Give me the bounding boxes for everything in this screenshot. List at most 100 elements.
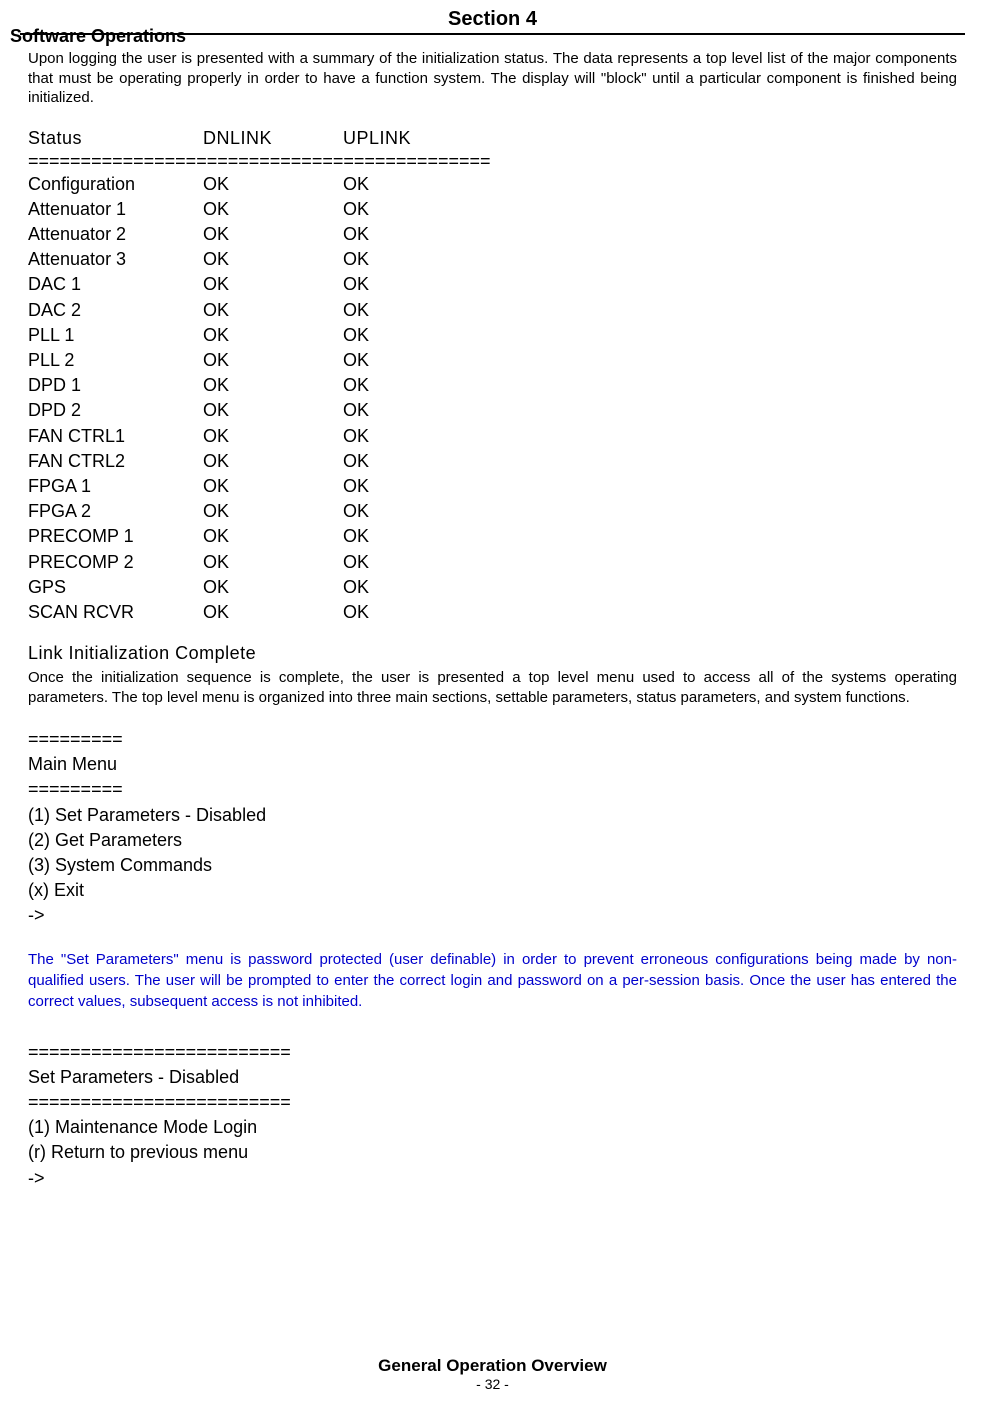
status-cell-name: GPS <box>28 575 203 600</box>
status-row: FPGA 1OKOK <box>28 474 957 499</box>
status-row: GPSOKOK <box>28 575 957 600</box>
set-params-menu-block: ========================= Set Parameters… <box>20 1040 965 1191</box>
status-table: Status DNLINK UPLINK ===================… <box>20 126 965 626</box>
status-row: DPD 1OKOK <box>28 373 957 398</box>
status-cell-uplink: OK <box>343 272 443 297</box>
status-cell-name: FAN CTRL2 <box>28 449 203 474</box>
status-cell-name: FPGA 1 <box>28 474 203 499</box>
status-cell-uplink: OK <box>343 172 443 197</box>
footer-title: General Operation Overview <box>0 1356 985 1376</box>
status-cell-uplink: OK <box>343 398 443 423</box>
status-cell-uplink: OK <box>343 524 443 549</box>
status-cell-dnlink: OK <box>203 524 343 549</box>
set-params-menu-item: (1) Maintenance Mode Login <box>28 1115 957 1140</box>
status-cell-dnlink: OK <box>203 550 343 575</box>
set-params-items: (1) Maintenance Mode Login(r) Return to … <box>28 1115 957 1191</box>
status-cell-dnlink: OK <box>203 398 343 423</box>
link-init-complete: Link Initialization Complete <box>20 643 965 664</box>
status-cell-uplink: OK <box>343 424 443 449</box>
status-row: DPD 2OKOK <box>28 398 957 423</box>
status-cell-name: PLL 1 <box>28 323 203 348</box>
status-cell-uplink: OK <box>343 247 443 272</box>
status-cell-uplink: OK <box>343 373 443 398</box>
status-cell-dnlink: OK <box>203 373 343 398</box>
status-cell-dnlink: OK <box>203 424 343 449</box>
status-cell-name: Configuration <box>28 172 203 197</box>
status-row: SCAN RCVROKOK <box>28 600 957 625</box>
status-cell-dnlink: OK <box>203 172 343 197</box>
status-cell-dnlink: OK <box>203 197 343 222</box>
set-params-divider-top: ========================= <box>28 1040 957 1065</box>
subsection-title: Software Operations <box>10 26 186 47</box>
status-cell-name: Attenuator 3 <box>28 247 203 272</box>
status-cell-name: FAN CTRL1 <box>28 424 203 449</box>
status-row: DAC 1OKOK <box>28 272 957 297</box>
intro-paragraph: Upon logging the user is presented with … <box>20 49 965 108</box>
set-params-menu-item: (r) Return to previous menu <box>28 1140 957 1165</box>
main-menu-item: -> <box>28 903 957 928</box>
set-params-title: Set Parameters - Disabled <box>28 1065 957 1090</box>
status-cell-uplink: OK <box>343 449 443 474</box>
status-cell-name: SCAN RCVR <box>28 600 203 625</box>
status-row: PRECOMP 1OKOK <box>28 524 957 549</box>
status-cell-dnlink: OK <box>203 449 343 474</box>
status-cell-name: PRECOMP 2 <box>28 550 203 575</box>
status-table-header: Status DNLINK UPLINK <box>28 126 957 151</box>
status-row: Attenuator 1OKOK <box>28 197 957 222</box>
status-row: DAC 2OKOK <box>28 298 957 323</box>
main-menu-divider-bottom: ========= <box>28 777 957 802</box>
status-cell-dnlink: OK <box>203 575 343 600</box>
footer-page-number: - 32 - <box>0 1376 985 1392</box>
status-cell-dnlink: OK <box>203 222 343 247</box>
main-menu-item: (3) System Commands <box>28 853 957 878</box>
status-header-uplink: UPLINK <box>343 126 443 151</box>
status-cell-name: DPD 1 <box>28 373 203 398</box>
status-row: FPGA 2OKOK <box>28 499 957 524</box>
status-header-status: Status <box>28 126 203 151</box>
status-row: PRECOMP 2OKOK <box>28 550 957 575</box>
set-params-menu-item: -> <box>28 1166 957 1191</box>
status-cell-uplink: OK <box>343 575 443 600</box>
status-row: Attenuator 3OKOK <box>28 247 957 272</box>
main-menu-block: ========= Main Menu ========= (1) Set Pa… <box>20 727 965 929</box>
status-row: FAN CTRL2OKOK <box>28 449 957 474</box>
status-cell-dnlink: OK <box>203 474 343 499</box>
status-cell-dnlink: OK <box>203 600 343 625</box>
status-cell-uplink: OK <box>343 323 443 348</box>
post-init-paragraph: Once the initialization sequence is comp… <box>20 668 965 707</box>
main-menu-divider-top: ========= <box>28 727 957 752</box>
status-cell-name: FPGA 2 <box>28 499 203 524</box>
status-rows-container: ConfigurationOKOKAttenuator 1OKOKAttenua… <box>28 172 957 625</box>
main-menu-item: (2) Get Parameters <box>28 828 957 853</box>
main-menu-item: (1) Set Parameters - Disabled <box>28 803 957 828</box>
status-cell-dnlink: OK <box>203 272 343 297</box>
status-cell-uplink: OK <box>343 600 443 625</box>
status-header-dnlink: DNLINK <box>203 126 343 151</box>
status-cell-name: PRECOMP 1 <box>28 524 203 549</box>
status-cell-dnlink: OK <box>203 298 343 323</box>
page-footer: General Operation Overview - 32 - <box>0 1356 985 1392</box>
status-cell-name: DPD 2 <box>28 398 203 423</box>
password-note: The "Set Parameters" menu is password pr… <box>20 949 965 1012</box>
status-cell-uplink: OK <box>343 197 443 222</box>
status-cell-dnlink: OK <box>203 348 343 373</box>
set-params-divider-bottom: ========================= <box>28 1090 957 1115</box>
status-cell-dnlink: OK <box>203 323 343 348</box>
status-cell-uplink: OK <box>343 222 443 247</box>
status-row: PLL 1OKOK <box>28 323 957 348</box>
main-menu-item: (x) Exit <box>28 878 957 903</box>
status-cell-uplink: OK <box>343 298 443 323</box>
status-cell-dnlink: OK <box>203 247 343 272</box>
status-row: FAN CTRL1OKOK <box>28 424 957 449</box>
status-cell-uplink: OK <box>343 348 443 373</box>
status-cell-uplink: OK <box>343 499 443 524</box>
main-menu-items: (1) Set Parameters - Disabled(2) Get Par… <box>28 803 957 929</box>
status-cell-name: DAC 1 <box>28 272 203 297</box>
status-divider: ========================================… <box>28 151 957 172</box>
status-cell-name: PLL 2 <box>28 348 203 373</box>
status-row: Attenuator 2OKOK <box>28 222 957 247</box>
status-cell-dnlink: OK <box>203 499 343 524</box>
status-row: ConfigurationOKOK <box>28 172 957 197</box>
status-cell-name: DAC 2 <box>28 298 203 323</box>
status-cell-name: Attenuator 1 <box>28 197 203 222</box>
